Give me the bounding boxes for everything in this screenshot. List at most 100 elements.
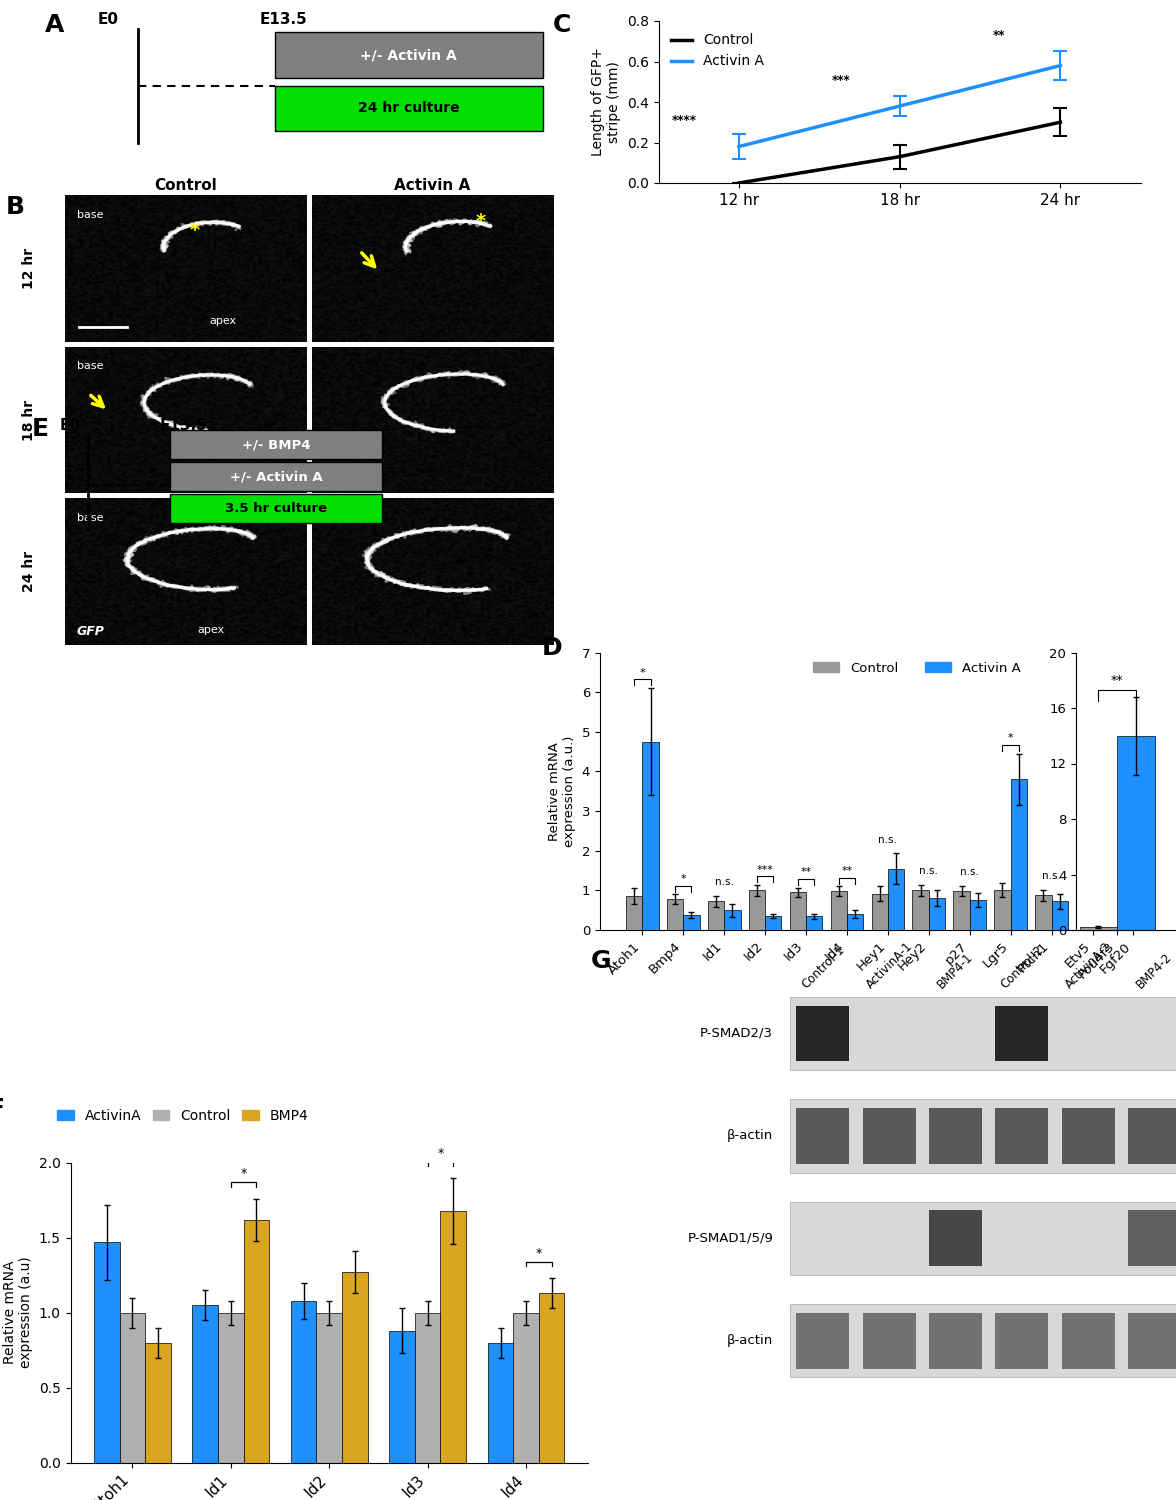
Bar xyxy=(789,892,806,930)
FancyBboxPatch shape xyxy=(796,1108,849,1164)
Legend: ActivinA, Control, BMP4: ActivinA, Control, BMP4 xyxy=(52,1104,314,1128)
FancyBboxPatch shape xyxy=(1062,1108,1115,1164)
Bar xyxy=(1134,922,1150,930)
Bar xyxy=(871,894,888,930)
Text: 18 hr: 18 hr xyxy=(22,399,36,441)
Text: n.s.: n.s. xyxy=(1124,867,1143,877)
Text: B: B xyxy=(6,195,25,219)
Text: E0: E0 xyxy=(60,419,81,434)
Bar xyxy=(888,868,904,930)
Text: *: * xyxy=(536,1246,542,1260)
Bar xyxy=(1117,891,1134,930)
FancyBboxPatch shape xyxy=(796,1312,849,1368)
Text: Activin A: Activin A xyxy=(394,178,470,194)
Bar xyxy=(724,910,741,930)
FancyBboxPatch shape xyxy=(929,1108,982,1164)
Text: n.s.: n.s. xyxy=(715,878,734,886)
Text: +/- Activin A: +/- Activin A xyxy=(229,470,322,483)
FancyBboxPatch shape xyxy=(1128,1312,1176,1368)
Text: ***: *** xyxy=(833,74,851,87)
Bar xyxy=(488,1342,513,1462)
Text: n.s.: n.s. xyxy=(1042,871,1061,880)
Text: β-actin: β-actin xyxy=(727,1130,774,1143)
FancyBboxPatch shape xyxy=(995,1312,1049,1368)
Bar xyxy=(441,1210,466,1462)
Text: ActivinA-2: ActivinA-2 xyxy=(1063,940,1114,992)
FancyBboxPatch shape xyxy=(790,998,1176,1071)
Bar xyxy=(1080,927,1117,930)
Text: P-SMAD1/5/9: P-SMAD1/5/9 xyxy=(687,1232,774,1245)
Text: n.s.: n.s. xyxy=(1083,868,1102,877)
Bar xyxy=(218,1312,243,1462)
Legend: Control, Activin A: Control, Activin A xyxy=(808,657,1025,680)
Text: E13.5: E13.5 xyxy=(260,12,307,27)
FancyBboxPatch shape xyxy=(169,430,382,459)
Text: n.s.: n.s. xyxy=(920,865,938,876)
Text: GFP: GFP xyxy=(76,624,105,638)
Text: **: ** xyxy=(993,28,1005,42)
Bar xyxy=(708,902,724,930)
Bar xyxy=(667,898,683,930)
Bar xyxy=(1117,736,1155,930)
FancyBboxPatch shape xyxy=(274,33,542,78)
Bar xyxy=(243,1220,269,1462)
Text: ****: **** xyxy=(671,114,696,128)
Bar xyxy=(929,898,946,930)
Text: apex: apex xyxy=(209,468,236,478)
FancyBboxPatch shape xyxy=(863,1312,916,1368)
Text: base: base xyxy=(76,513,103,522)
Text: +/- BMP4: +/- BMP4 xyxy=(242,438,310,452)
Text: E0: E0 xyxy=(98,12,119,27)
Text: n.s.: n.s. xyxy=(878,836,897,844)
Text: F: F xyxy=(0,1096,5,1120)
Text: E: E xyxy=(32,417,48,441)
Bar xyxy=(749,891,766,930)
FancyBboxPatch shape xyxy=(995,1005,1049,1062)
Bar xyxy=(970,900,987,930)
Text: ***: *** xyxy=(756,864,774,874)
Bar xyxy=(683,915,700,930)
Text: base: base xyxy=(76,362,103,370)
Text: *: * xyxy=(681,874,686,884)
Text: *: * xyxy=(475,213,486,231)
Bar xyxy=(626,897,642,930)
Text: Control-2: Control-2 xyxy=(998,944,1045,992)
FancyBboxPatch shape xyxy=(169,462,382,492)
FancyBboxPatch shape xyxy=(790,1304,1176,1377)
Bar xyxy=(847,914,863,930)
Text: **: ** xyxy=(801,867,811,877)
FancyBboxPatch shape xyxy=(995,1108,1049,1164)
Bar xyxy=(1093,896,1109,930)
Bar xyxy=(316,1312,342,1462)
Text: ActivinA-1: ActivinA-1 xyxy=(863,940,915,992)
Bar xyxy=(539,1293,564,1462)
Bar xyxy=(766,915,782,930)
Bar xyxy=(193,1305,218,1462)
Text: 24 hr: 24 hr xyxy=(22,550,36,592)
Text: *: * xyxy=(191,220,200,240)
Text: E13.5: E13.5 xyxy=(159,419,207,434)
Text: *: * xyxy=(640,668,646,678)
Text: **: ** xyxy=(841,865,853,876)
Bar xyxy=(389,1330,415,1462)
Bar xyxy=(415,1312,441,1462)
Text: 12 hr: 12 hr xyxy=(22,248,36,290)
Text: *: * xyxy=(437,1146,443,1160)
Y-axis label: Relative mRNA
expression (a.u): Relative mRNA expression (a.u) xyxy=(4,1257,33,1368)
FancyBboxPatch shape xyxy=(790,1100,1176,1173)
FancyBboxPatch shape xyxy=(790,1202,1176,1275)
Text: 3.5 hr culture: 3.5 hr culture xyxy=(225,503,327,515)
Text: *: * xyxy=(241,1167,247,1180)
Bar xyxy=(94,1242,120,1462)
FancyBboxPatch shape xyxy=(929,1210,982,1266)
Text: β-actin: β-actin xyxy=(727,1334,774,1347)
FancyBboxPatch shape xyxy=(863,1108,916,1164)
Bar xyxy=(1035,896,1051,930)
FancyBboxPatch shape xyxy=(929,1312,982,1368)
Text: A: A xyxy=(45,13,64,38)
Text: 24 hr culture: 24 hr culture xyxy=(358,102,460,116)
Bar xyxy=(120,1312,146,1462)
Text: G: G xyxy=(590,950,612,974)
FancyBboxPatch shape xyxy=(1062,1312,1115,1368)
Bar xyxy=(994,891,1010,930)
